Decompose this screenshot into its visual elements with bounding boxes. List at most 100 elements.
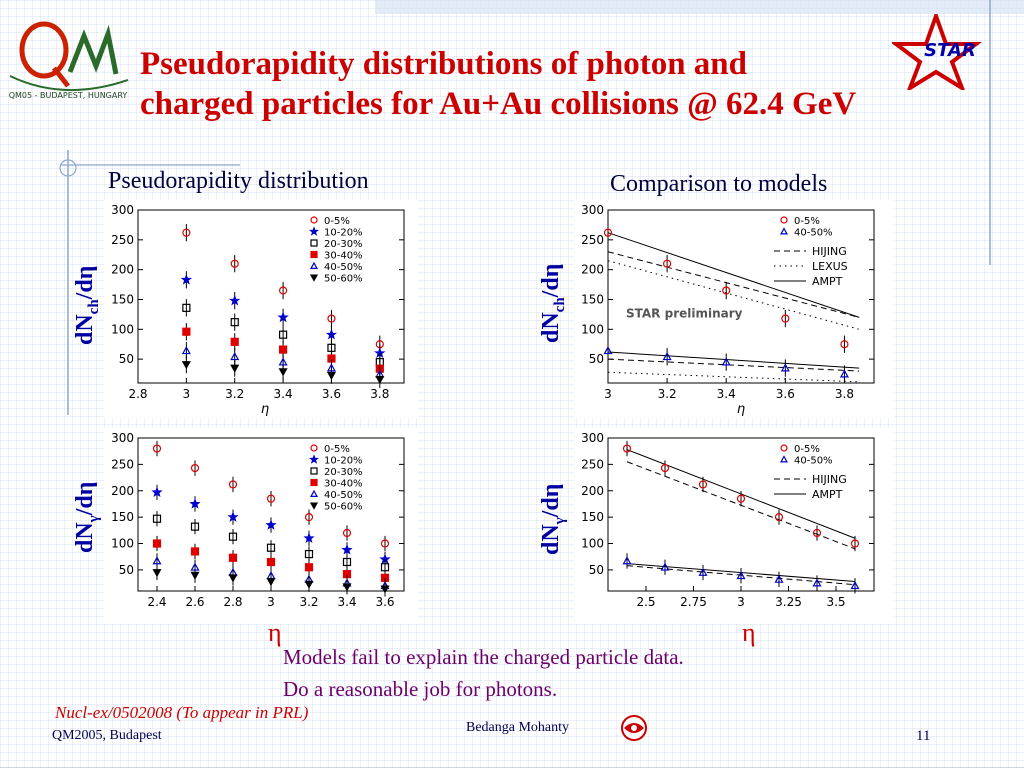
data-point (228, 480, 238, 489)
y-tick-label: 50 (589, 563, 604, 577)
x-tick-label: 3 (183, 387, 191, 401)
legend-marker (780, 216, 788, 224)
section-label-distribution: Pseudorapidity distribution (108, 168, 369, 194)
chart-photon-distribution: 50 100 150 200 250 300 2.4 2.6 2.8 3 3.2 3.4 3.6 0-5%… (104, 428, 418, 624)
model-curve-ampt (607, 351, 860, 369)
data-point (278, 345, 288, 354)
y-tick-label: 250 (111, 457, 134, 471)
data-point (660, 463, 670, 473)
legend-marker (310, 444, 318, 452)
ylabel-text: dN (72, 522, 98, 553)
legend-entry: 20-30% (324, 239, 363, 250)
data-point (227, 511, 239, 522)
legend-model-name: AMPT (812, 275, 843, 288)
data-point (228, 574, 238, 583)
ylabel-tail: /dη (72, 481, 98, 516)
data-point (850, 539, 860, 548)
plot-frame (607, 437, 875, 592)
y-tick-label: 200 (111, 484, 134, 498)
y-tick-label: 300 (581, 203, 604, 217)
x-tick-label: 3 (604, 387, 612, 401)
data-point (325, 328, 338, 340)
x-tick-label: 3.4 (274, 387, 293, 401)
data-point (341, 543, 353, 555)
legend-marker (308, 226, 320, 236)
data-point (603, 228, 613, 237)
data-point (342, 528, 352, 538)
legend-entry: 30-40% (324, 479, 363, 490)
data-point (850, 580, 860, 590)
star-logo-text: STAR (924, 40, 976, 61)
data-point (774, 513, 784, 522)
legend-entry: 50-60% (324, 274, 363, 285)
data-point (303, 532, 315, 543)
paper-reference: Nucl-ex/0502008 (To appear in PRL) (55, 703, 309, 722)
ylabel-photon-right: dNγ/dη (538, 484, 569, 555)
data-point (266, 578, 276, 587)
data-point (781, 314, 790, 323)
data-point (722, 286, 731, 295)
data-point (342, 583, 352, 592)
y-tick-label: 150 (111, 292, 134, 306)
legend-model-name: AMPT (812, 488, 843, 501)
data-point (721, 357, 731, 366)
legend-marker (309, 502, 319, 510)
x-tick-label: 3.8 (835, 387, 854, 401)
data-point (278, 330, 288, 339)
x-tick-label: 3.2 (299, 595, 318, 609)
data-point (181, 361, 191, 370)
data-point (774, 574, 784, 583)
ylabel-sub: γ (551, 517, 568, 525)
y-tick-label: 100 (111, 322, 134, 336)
legend-marker (310, 250, 318, 259)
y-tick-label: 150 (581, 292, 604, 306)
legend-entry: 0-5% (324, 444, 350, 455)
data-point (812, 578, 822, 587)
ylabel-text: dN (538, 312, 564, 343)
ylabel-sub: γ (85, 515, 102, 523)
legend-entry: 40-50% (794, 228, 833, 239)
x-tick-label: 2.5 (636, 595, 655, 609)
data-point (152, 514, 162, 523)
ylabel-sub: ch (85, 299, 102, 315)
data-point (266, 543, 276, 552)
data-point (622, 444, 632, 453)
legend-entry: 30-40% (324, 251, 363, 262)
data-point (375, 376, 385, 385)
data-point (230, 318, 239, 327)
x-tick-label: 2.4 (147, 595, 166, 609)
data-point (660, 562, 670, 571)
data-point (278, 286, 288, 295)
x-tick-label: 3.2 (225, 387, 244, 401)
legend-entry: 10-20% (324, 228, 363, 239)
x-tick-label: 3.6 (776, 387, 795, 401)
legend-entry: 0-5% (324, 216, 350, 227)
legend-marker (310, 216, 318, 224)
y-tick-label: 150 (581, 510, 604, 524)
x-tick-label: 3.4 (717, 387, 736, 401)
data-point (180, 273, 193, 285)
data-point (152, 539, 162, 548)
plot-frame (137, 209, 405, 384)
star-preliminary-annotation: STAR preliminary (626, 306, 743, 320)
y-tick-label: 50 (119, 352, 134, 366)
data-point (698, 567, 708, 576)
data-point (182, 327, 191, 336)
x-tick-label: 3.2 (658, 387, 677, 401)
conclusion-line-2: Do a reasonable job for photons. (283, 677, 558, 701)
data-point (228, 532, 238, 541)
data-point (190, 522, 200, 531)
ylabel-tail: /dη (72, 265, 98, 300)
data-point (662, 352, 672, 361)
x-tick-label: 2.8 (128, 387, 147, 401)
data-point (277, 311, 289, 323)
y-tick-label: 300 (581, 431, 604, 445)
legend-marker (309, 489, 319, 498)
x-tick-label: 2.8 (223, 595, 242, 609)
model-curve-lexus (607, 371, 860, 383)
y-tick-label: 150 (111, 510, 134, 524)
legend-marker (780, 444, 788, 452)
legend-marker (779, 455, 789, 463)
data-point (326, 371, 336, 380)
data-point (266, 494, 276, 503)
